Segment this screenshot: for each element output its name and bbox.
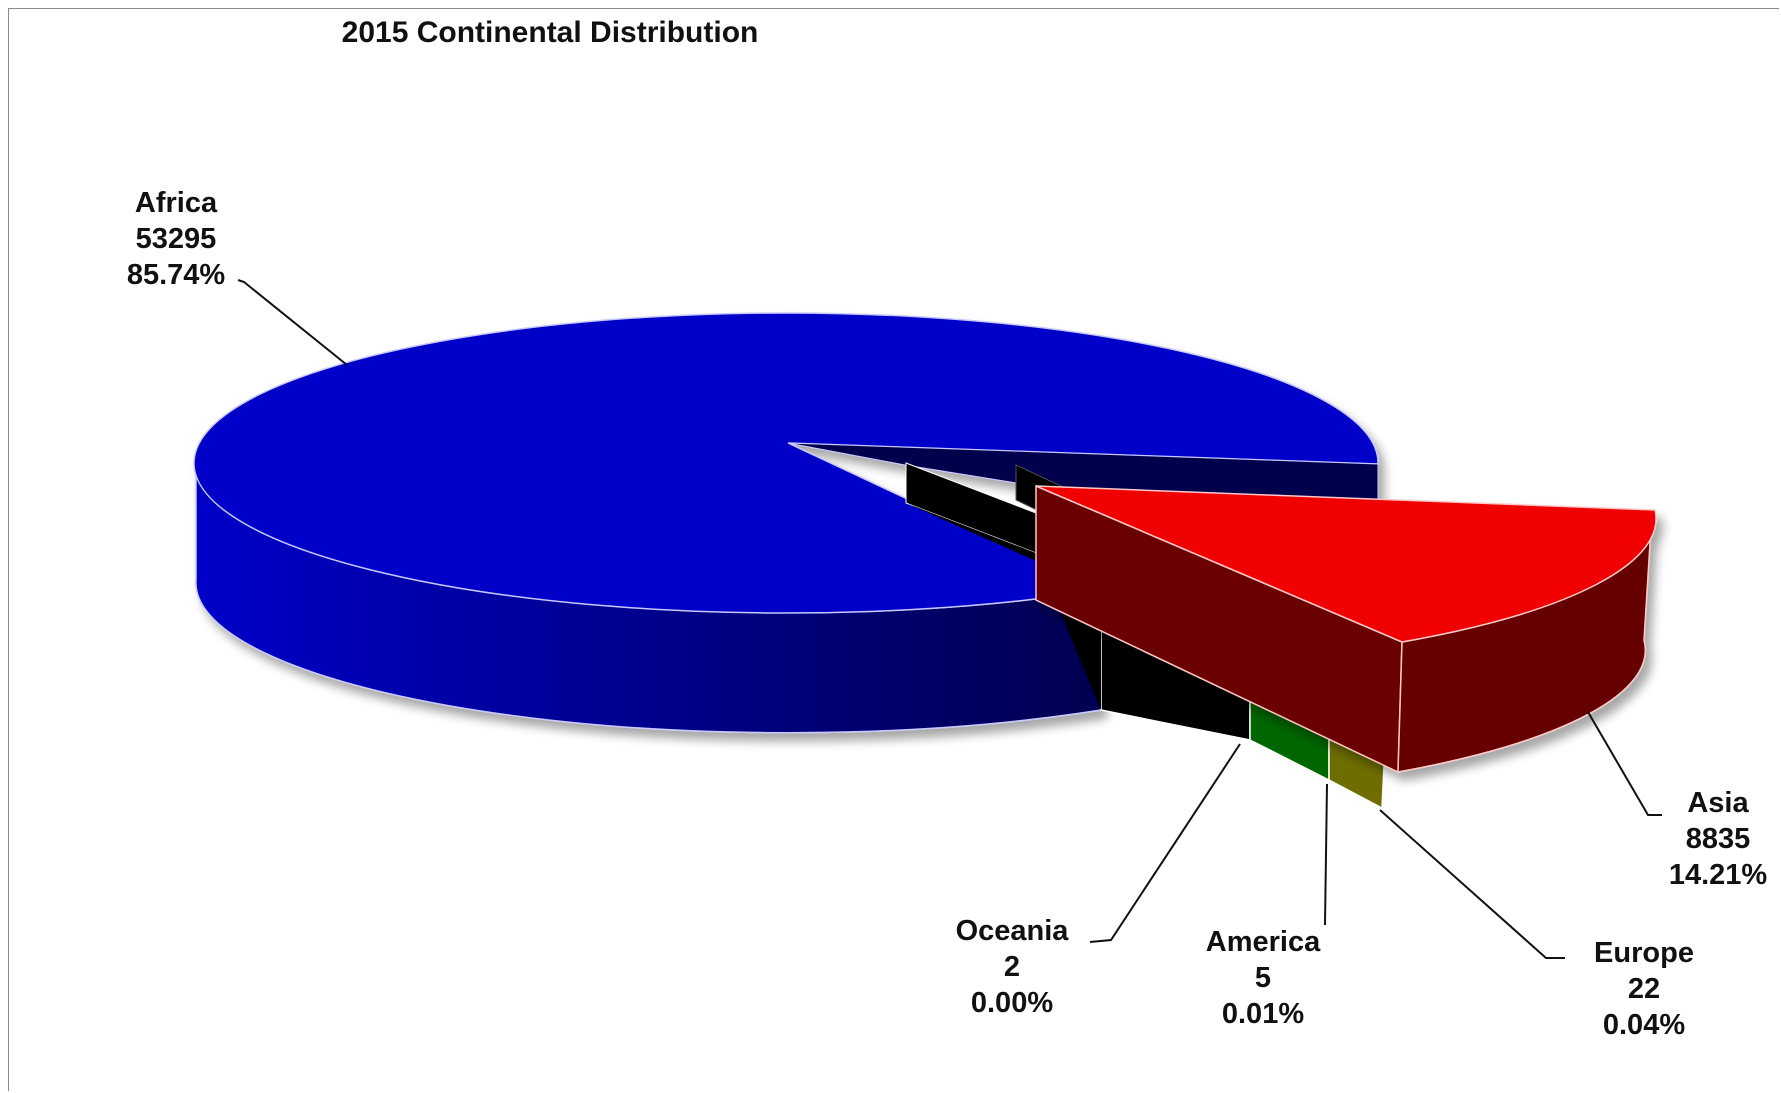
leader-lines (237, 279, 1662, 959)
leader-africa (237, 279, 348, 366)
label-europe-value: 22 (1628, 973, 1660, 1005)
chart-title: 2015 Continental Distribution (341, 16, 759, 49)
label-africa-value: 53295 (136, 223, 217, 255)
label-europe: Europe 22 0.04% (1594, 937, 1694, 1041)
label-asia-name: Asia (1687, 787, 1749, 819)
slice-africa (193, 312, 1379, 734)
label-europe-name: Europe (1594, 937, 1694, 969)
leader-america (1324, 783, 1328, 926)
label-oceania-value: 2 (1004, 951, 1020, 983)
asia-top (1035, 485, 1657, 643)
label-oceania: Oceania 2 0.00% (956, 915, 1070, 1019)
leader-asia (1587, 711, 1662, 816)
africa-top (193, 312, 1379, 614)
slice-labels: Africa 53295 85.74% Asia 8835 14.21% Oce… (127, 187, 1768, 1041)
label-america-percent: 0.01% (1222, 998, 1304, 1030)
label-america-value: 5 (1255, 962, 1271, 994)
label-oceania-name: Oceania (956, 915, 1070, 947)
label-europe-percent: 0.04% (1603, 1009, 1685, 1041)
label-asia-percent: 14.21% (1669, 859, 1768, 891)
label-africa-percent: 85.74% (127, 259, 226, 291)
label-america-name: America (1206, 926, 1321, 958)
label-africa-name: Africa (135, 187, 218, 219)
slice-asia (1035, 484, 1657, 774)
label-asia: Asia 8835 14.21% (1669, 787, 1768, 891)
label-america: America 5 0.01% (1206, 926, 1321, 1030)
label-oceania-percent: 0.00% (971, 987, 1053, 1019)
label-africa: Africa 53295 85.74% (127, 187, 226, 291)
leader-oceania (1089, 743, 1241, 943)
chart-frame (8, 8, 1779, 1091)
label-asia-value: 8835 (1686, 823, 1751, 855)
leader-europe (1379, 809, 1565, 959)
